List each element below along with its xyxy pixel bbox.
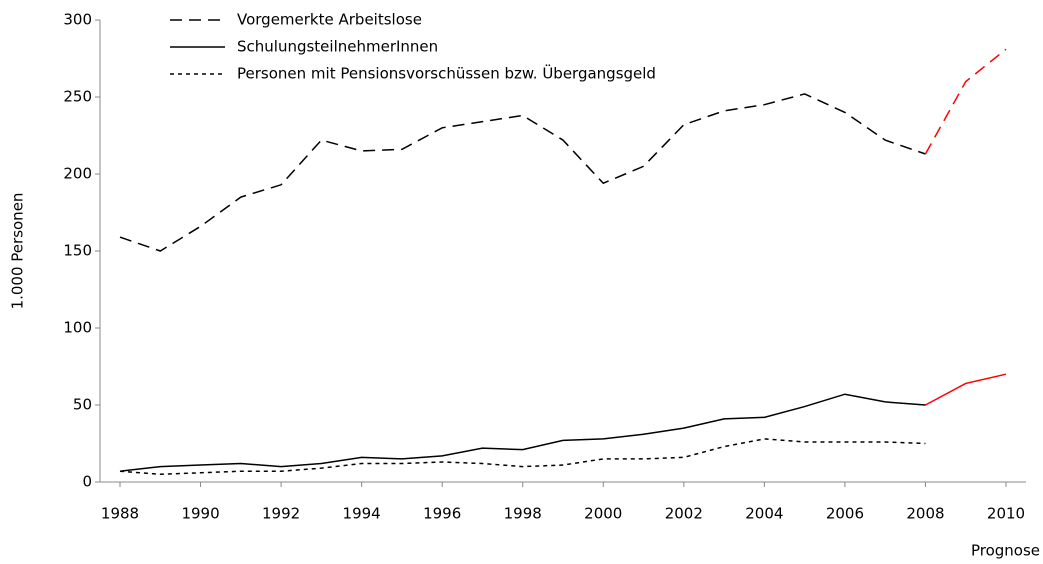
y-tick-label: 200 [63, 165, 92, 183]
y-tick-label: 50 [73, 396, 92, 414]
forecast-label: Prognose [971, 542, 1040, 560]
x-tick-label: 2010 [987, 505, 1025, 523]
y-tick-label: 300 [63, 11, 92, 29]
x-tick-label: 2004 [745, 505, 783, 523]
x-tick-label: 2000 [584, 505, 622, 523]
series-line [119, 93, 926, 252]
x-tick-label: 2008 [906, 505, 944, 523]
legend-label: Personen mit Pensionsvorschüssen bzw. Üb… [237, 64, 656, 83]
x-tick-label: 2006 [826, 505, 864, 523]
x-tick-label: 1994 [343, 505, 381, 523]
x-tick-label: 2002 [665, 505, 703, 523]
y-tick-label: 0 [82, 473, 92, 491]
x-tick-label: 1990 [181, 505, 219, 523]
y-tick-label: 100 [63, 319, 92, 337]
x-tick-label: 1992 [262, 505, 300, 523]
x-tick-label: 1996 [423, 505, 461, 523]
x-tick-label: 1998 [504, 505, 542, 523]
y-tick-label: 250 [63, 88, 92, 106]
forecast-line [925, 373, 1007, 406]
forecast-line [924, 48, 1007, 155]
legend-label: SchulungsteilnehmerInnen [237, 38, 438, 56]
series-line [119, 393, 926, 472]
series-line [119, 438, 926, 476]
y-axis-label: 1.000 Personen [9, 193, 27, 310]
legend-label: Vorgemerkte Arbeitslose [237, 11, 422, 29]
x-tick-label: 1988 [101, 505, 139, 523]
y-tick-label: 150 [63, 242, 92, 260]
